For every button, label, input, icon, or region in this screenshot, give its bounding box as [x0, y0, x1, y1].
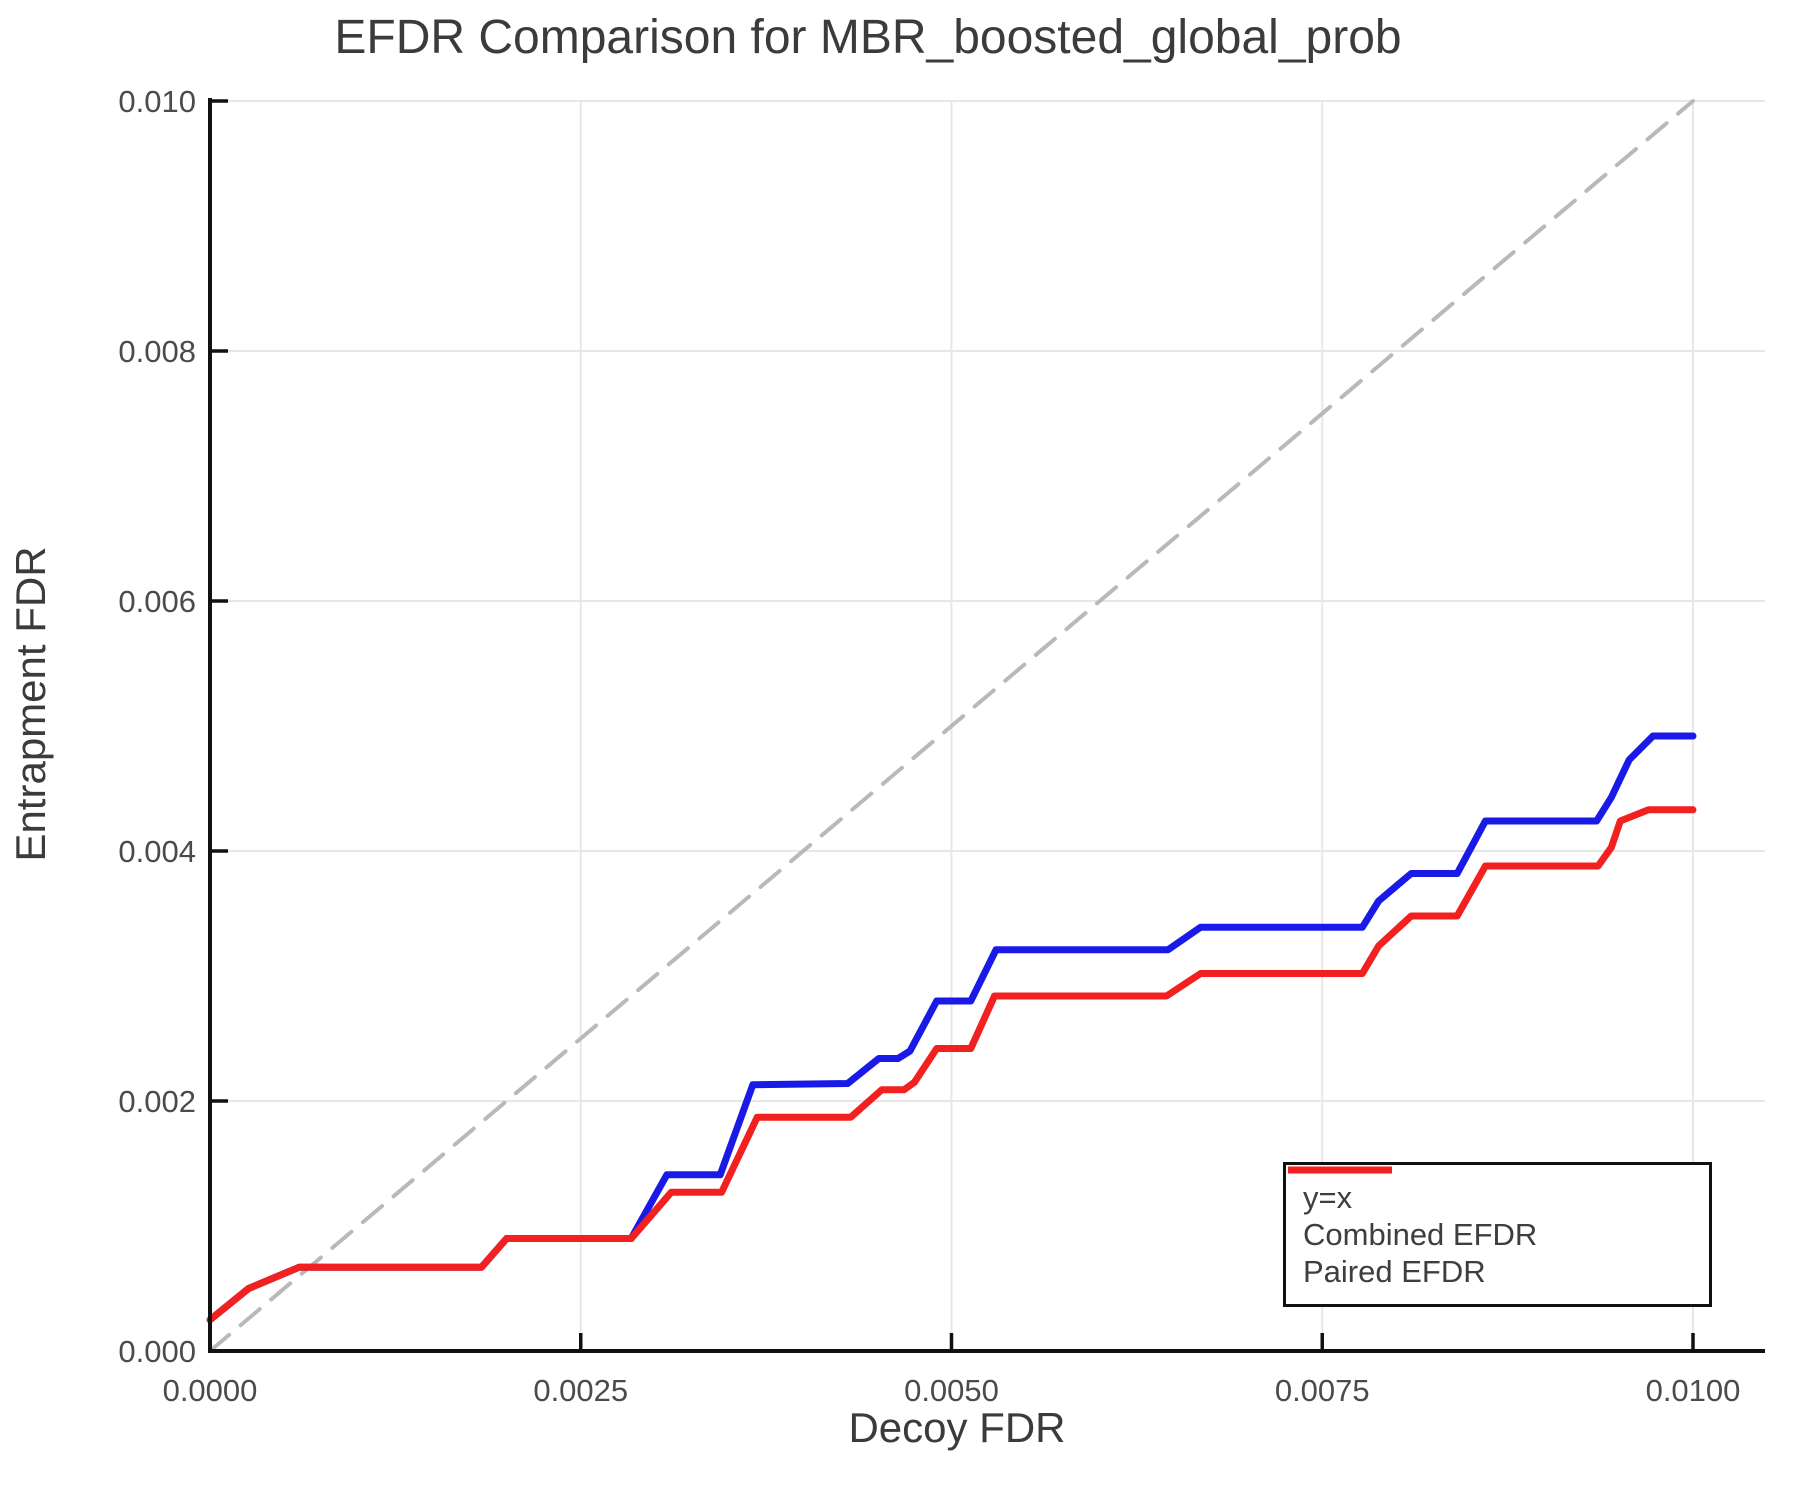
y-tick-label: 0.002	[118, 1084, 196, 1119]
series-line-paired-efdr	[206, 806, 1697, 1324]
legend-label: Combined EFDR	[1303, 1216, 1538, 1252]
x-tick-label: 0.0100	[1646, 1373, 1741, 1408]
legend-line-sample-paired-efdr	[1288, 1166, 1392, 1174]
x-tick-label: 0.0075	[1275, 1373, 1370, 1408]
y-tick-label: 0.004	[118, 834, 196, 869]
y-axis-label: Entrapment FDR	[7, 546, 54, 862]
x-tick-label: 0.0000	[163, 1373, 258, 1408]
chart-title: EFDR Comparison for MBR_boosted_global_p…	[334, 11, 1402, 64]
x-tick-label: 0.0025	[533, 1373, 628, 1408]
legend-label: Paired EFDR	[1303, 1253, 1486, 1289]
x-tick-label: 0.0050	[904, 1373, 999, 1408]
y-tick-label: 0.000	[118, 1334, 196, 1369]
legend: y=x Combined EFDR Paired EFDR	[1283, 1162, 1712, 1307]
y-tick-label: 0.006	[118, 584, 196, 619]
y-tick-label: 0.010	[118, 84, 196, 119]
legend-entry-paired-efdr: Paired EFDR	[1288, 1166, 1709, 1290]
legend-label: y=x	[1303, 1179, 1353, 1215]
series-line-y-equals-x	[208, 99, 1695, 1353]
x-axis-label: Decoy FDR	[848, 1404, 1066, 1451]
y-tick-label: 0.008	[118, 334, 196, 369]
legend-entry-combined-efdr: Combined EFDR	[1288, 1166, 1709, 1253]
legend-entry-y-equals-x: y=x	[1288, 1168, 1709, 1216]
